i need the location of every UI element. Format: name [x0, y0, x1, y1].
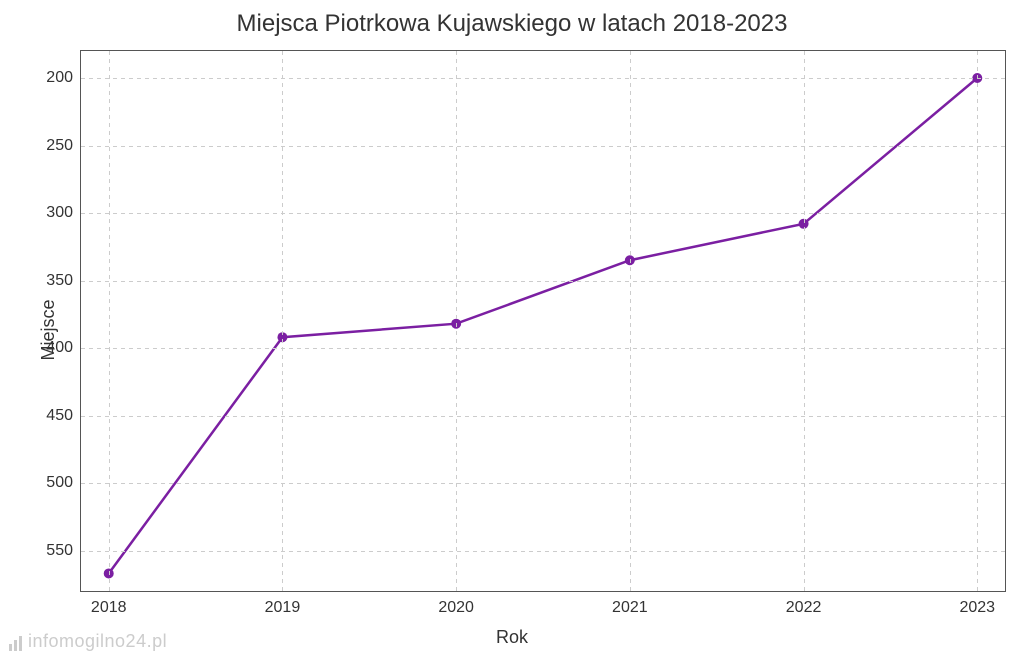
- chart-svg: [81, 51, 1005, 591]
- grid-line-h: [81, 281, 1005, 282]
- y-axis-label: Miejsce: [38, 299, 59, 360]
- grid-line-v: [282, 51, 283, 591]
- x-tick-label: 2021: [612, 599, 648, 617]
- y-tick-label: 250: [46, 137, 73, 155]
- plot-area: 2002503003504004505005502018201920202021…: [80, 50, 1006, 592]
- grid-line-h: [81, 416, 1005, 417]
- chart-title: Miejsca Piotrkowa Kujawskiego w latach 2…: [0, 10, 1024, 38]
- watermark-text: infomogilno24.pl: [28, 631, 167, 652]
- grid-line-h: [81, 348, 1005, 349]
- x-tick-label: 2020: [438, 599, 474, 617]
- y-tick-label: 500: [46, 474, 73, 492]
- x-tick-label: 2018: [91, 599, 127, 617]
- y-tick-label: 450: [46, 407, 73, 425]
- chart-container: Miejsca Piotrkowa Kujawskiego w latach 2…: [0, 0, 1024, 660]
- grid-line-h: [81, 483, 1005, 484]
- grid-line-v: [630, 51, 631, 591]
- grid-line-v: [109, 51, 110, 591]
- grid-line-h: [81, 213, 1005, 214]
- grid-line-h: [81, 551, 1005, 552]
- y-tick-label: 350: [46, 272, 73, 290]
- watermark: infomogilno24.pl: [8, 631, 167, 652]
- y-tick-label: 300: [46, 204, 73, 222]
- grid-line-v: [977, 51, 978, 591]
- y-tick-label: 550: [46, 542, 73, 560]
- y-tick-label: 200: [46, 69, 73, 87]
- x-tick-label: 2019: [265, 599, 301, 617]
- x-tick-label: 2023: [959, 599, 995, 617]
- series-line: [109, 78, 978, 573]
- x-tick-label: 2022: [786, 599, 822, 617]
- grid-line-v: [456, 51, 457, 591]
- grid-line-h: [81, 78, 1005, 79]
- bars-icon: [8, 634, 26, 652]
- grid-line-h: [81, 146, 1005, 147]
- grid-line-v: [804, 51, 805, 591]
